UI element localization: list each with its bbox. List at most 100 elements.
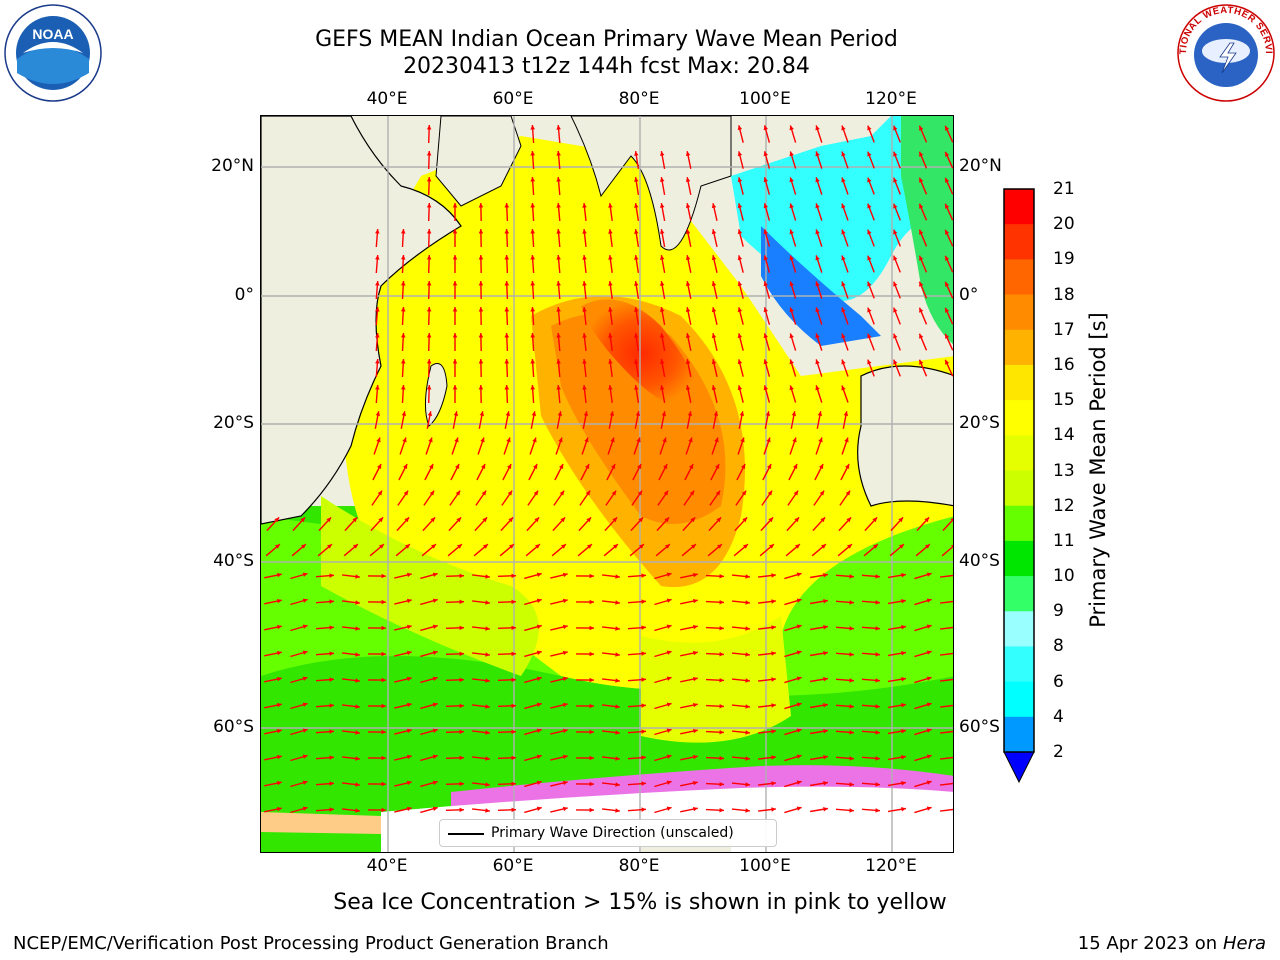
wave-arrow-head [666, 624, 672, 629]
wave-direction-arrows [264, 124, 954, 814]
wave-arrow-head [556, 281, 561, 286]
wave-arrow-head [901, 781, 906, 786]
wave-arrow-head [485, 782, 490, 787]
wave-arrow-head [536, 754, 542, 759]
wave-arrow-head [556, 125, 561, 130]
wave-arrow-head [926, 624, 932, 629]
wave-arrow-head [634, 255, 639, 260]
wave-arrow-head [901, 573, 906, 578]
lat-tick-right-60s: 60°S [959, 717, 1000, 737]
wave-arrow-head [615, 600, 620, 605]
colorbar-tick-label: 2 [1053, 742, 1064, 762]
wave-arrow-head [585, 464, 590, 469]
wave-arrow-head [919, 203, 924, 209]
wave-arrow-head [898, 517, 904, 523]
wave-arrow-head [796, 624, 802, 629]
wave-arrow-head [664, 517, 670, 523]
wave-arrow-head [274, 517, 280, 523]
wave-arrow-head [536, 598, 542, 603]
wave-arrow-head [819, 490, 825, 496]
wave-arrow [940, 730, 953, 734]
wave-arrow-head [789, 307, 794, 313]
wave-arrow-head [485, 808, 490, 813]
wave-arrow-head [867, 151, 872, 157]
wave-arrow-head [615, 626, 620, 631]
wave-arrow-head [536, 676, 542, 681]
wave-arrow-head [608, 385, 613, 390]
wave-arrow-head [511, 729, 516, 735]
wave-arrow-head [641, 703, 646, 708]
wave-arrow-head [608, 255, 613, 260]
wave-arrow-head [849, 704, 854, 709]
wave-arrow-head [685, 177, 691, 182]
wave-arrow-head [691, 544, 696, 549]
wave-arrow-head [841, 229, 846, 235]
wave-arrow-head [485, 600, 490, 605]
wave-arrow-head [685, 281, 691, 286]
wave-arrow-head [610, 437, 615, 443]
wave-arrow-head [277, 754, 282, 760]
wave-arrow-head [636, 437, 641, 443]
colorbar-band [1004, 716, 1034, 753]
wave-arrow-head [765, 411, 771, 416]
wave-arrow-head [789, 385, 794, 391]
lat-tick-left-60s: 60°S [213, 717, 254, 737]
colorbar-band [1004, 576, 1034, 612]
wave-arrow-head [429, 464, 434, 469]
wave-arrow-head [401, 281, 406, 286]
wave-arrow-head [849, 808, 854, 813]
wave-arrow-head [459, 781, 464, 787]
wave-arrow-head [693, 806, 698, 812]
wave-arrow-head [719, 626, 724, 631]
wave-arrow-head [771, 703, 776, 708]
wave-arrow-head [919, 333, 924, 339]
wave-arrow-head [660, 255, 665, 260]
wave-arrow-head [763, 359, 768, 365]
wave-arrow-head [584, 437, 589, 443]
wave-arrow-head [641, 729, 646, 734]
wave-arrow-head [329, 703, 334, 708]
lon-tick-bottom-40e: 40°E [366, 856, 408, 876]
wave-arrow-head [926, 806, 932, 811]
wave-arrow-head [452, 333, 458, 338]
wave-arrow-head [763, 151, 768, 157]
wave-arrow-head [277, 676, 282, 682]
wave-arrow-head [875, 626, 880, 631]
wave-arrow-head [405, 544, 410, 549]
lon-tick-top-60e: 60°E [492, 89, 534, 109]
wave-arrow-head [926, 676, 932, 681]
colorbar-tick-label: 4 [1053, 706, 1064, 727]
wave-arrow-head [771, 651, 776, 656]
wave-arrow-head [841, 255, 846, 261]
wave-arrow-head [849, 652, 854, 657]
wave-arrow-head [634, 177, 639, 182]
wave-arrow-head [456, 517, 462, 523]
wave-arrow-head [302, 598, 308, 603]
wave-arrow-head [401, 307, 406, 312]
wave-arrow-head [586, 517, 592, 523]
wave-arrow-head [867, 333, 872, 339]
wave-arrow-head [509, 544, 514, 549]
wave-arrow-head [763, 125, 768, 131]
wave-arrow-head [533, 490, 539, 496]
wave-arrow-head [302, 676, 308, 681]
wave-arrow-head [823, 651, 828, 656]
wave-arrow-head [634, 281, 639, 286]
wave-arrow-head [615, 730, 620, 735]
wave-arrow-head [953, 781, 954, 786]
wave-arrow-head [763, 385, 768, 391]
wave-arrow-head [375, 255, 380, 260]
colorbar-outline [1003, 188, 1035, 753]
wave-arrow-head [685, 151, 691, 156]
colorbar-title: Primary Wave Mean Period [s] [1086, 312, 1110, 628]
wave-arrow-head [302, 728, 308, 733]
wave-arrow-head [796, 676, 802, 681]
wave-arrow-head [666, 650, 672, 655]
wave-arrow-head [945, 307, 950, 313]
wave-arrow-head [893, 281, 898, 287]
wave-arrow-head [893, 203, 898, 209]
wave-arrow-head [953, 599, 954, 604]
wave-arrow-head [355, 756, 360, 761]
wave-arrow-head [945, 255, 950, 261]
wave-arrow-head [741, 464, 746, 469]
